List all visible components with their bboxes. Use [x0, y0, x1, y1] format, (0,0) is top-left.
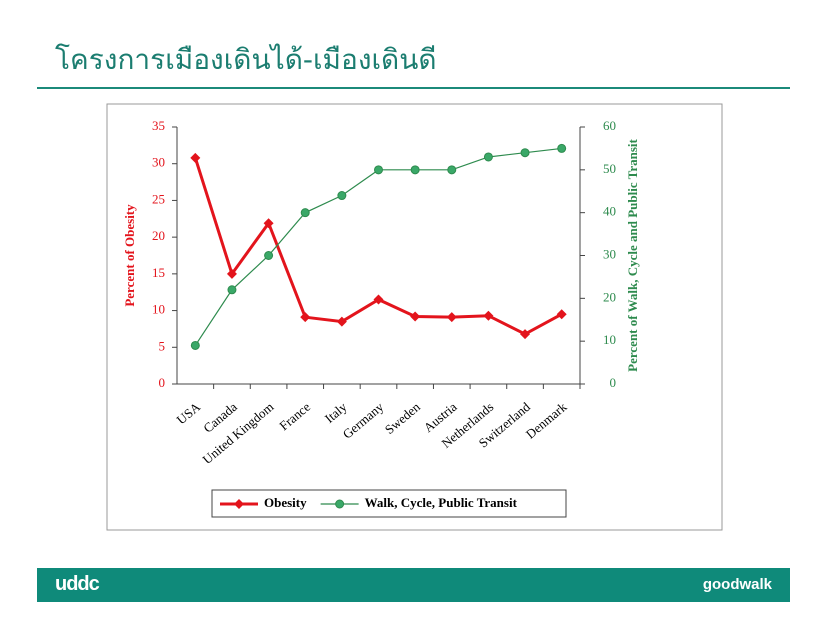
y-tick-label: 0 — [159, 375, 166, 390]
legend-box — [211, 489, 567, 518]
y-tick-label: 5 — [159, 338, 166, 353]
legend-marker — [234, 499, 244, 509]
y2-tick-label: 0 — [610, 375, 617, 390]
y-tick-label: 20 — [152, 228, 165, 243]
y-axis-title: Percent of Obesity — [122, 204, 137, 307]
data-marker — [263, 218, 274, 229]
data-marker — [190, 152, 201, 163]
data-marker — [226, 268, 237, 279]
data-marker — [300, 208, 310, 218]
y-tick-label: 30 — [152, 155, 165, 170]
y-tick-label: 35 — [152, 118, 165, 133]
y2-tick-label: 30 — [603, 246, 616, 261]
title-rule — [37, 87, 790, 89]
data-marker — [337, 191, 347, 201]
data-marker — [447, 165, 457, 175]
y2-axis-title: Percent of Walk, Cycle and Public Transi… — [625, 138, 640, 371]
slide-title: โครงการเมืองเดินได้-เมืองเดินดี — [55, 43, 437, 76]
data-marker — [410, 165, 420, 175]
data-marker — [556, 309, 567, 320]
data-marker — [483, 152, 493, 162]
data-marker — [264, 251, 274, 260]
data-marker — [336, 316, 347, 327]
goodwalk-logo: goodwalk — [702, 576, 772, 593]
y2-tick-label: 40 — [603, 204, 616, 219]
data-marker — [483, 310, 494, 321]
y2-tick-label: 20 — [603, 289, 616, 304]
data-marker — [446, 312, 457, 323]
data-marker — [520, 148, 530, 158]
data-marker — [520, 329, 531, 340]
y-tick-label: 15 — [152, 265, 165, 280]
legend-label: Walk, Cycle, Public Transit — [365, 495, 518, 510]
data-marker — [374, 165, 383, 175]
y2-tick-label: 50 — [603, 161, 616, 176]
legend-label: Obesity — [264, 495, 307, 510]
y-tick-label: 25 — [152, 191, 165, 206]
data-marker — [557, 143, 567, 153]
data-marker — [300, 312, 311, 323]
data-marker — [410, 311, 421, 322]
footer-bar: uddc goodwalk — [37, 568, 790, 602]
legend-marker — [335, 499, 345, 509]
data-marker — [190, 340, 200, 350]
data-marker — [227, 285, 237, 295]
data-marker — [373, 294, 384, 305]
y-tick-label: 10 — [152, 302, 165, 317]
uddc-logo: uddc — [55, 573, 100, 595]
y2-tick-label: 10 — [603, 332, 616, 347]
y2-tick-label: 60 — [603, 118, 616, 133]
